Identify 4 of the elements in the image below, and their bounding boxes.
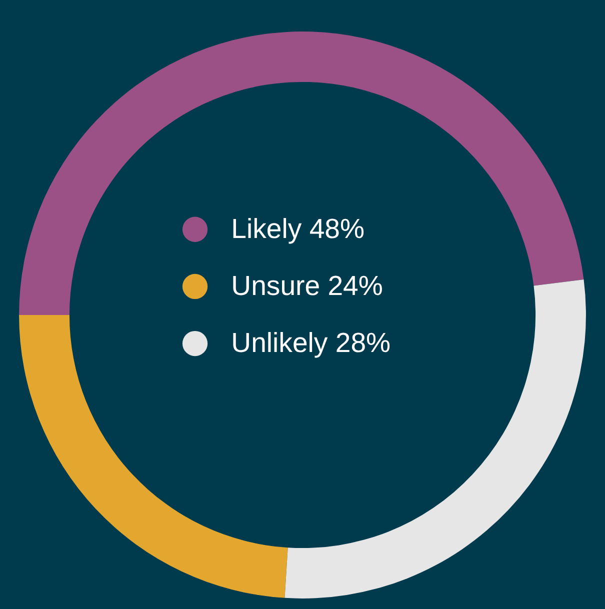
legend-label: Unsure 24% [231, 270, 383, 302]
legend-label: Unlikely 28% [231, 327, 391, 358]
donut-slice [19, 32, 584, 315]
legend-label: Likely 48% [231, 212, 365, 244]
